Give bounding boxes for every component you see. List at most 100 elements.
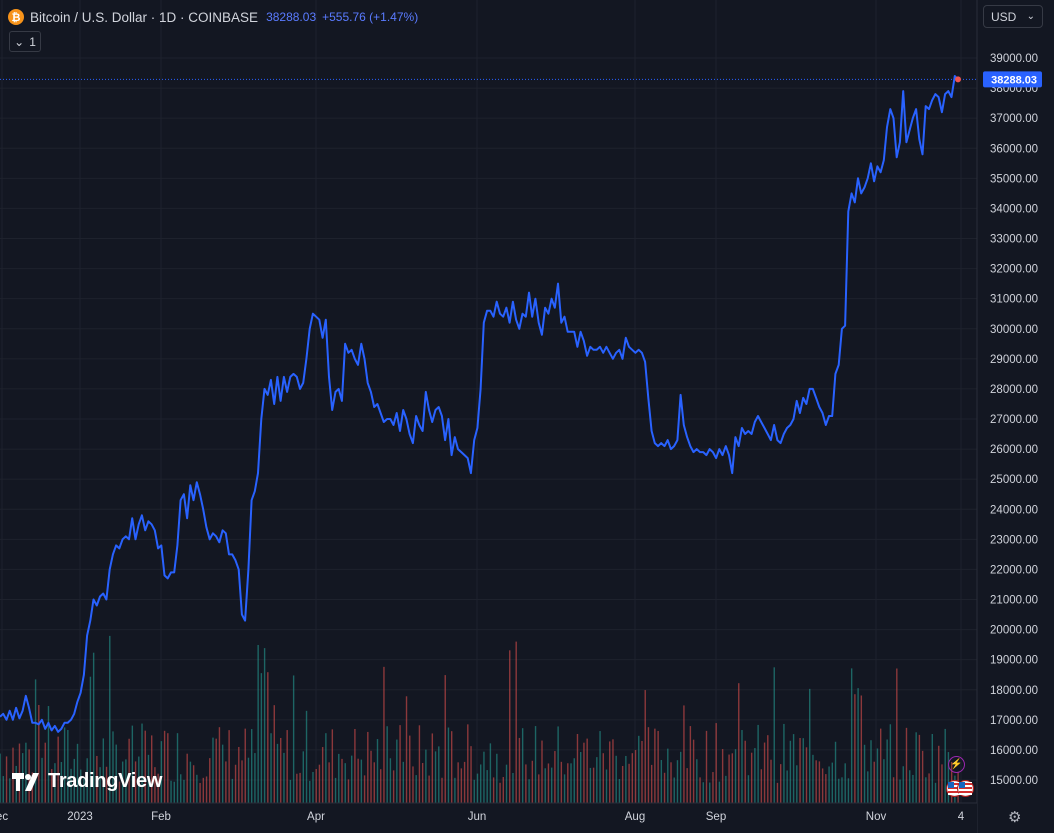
volume-bar xyxy=(305,710,308,803)
volume-bar xyxy=(292,675,295,803)
volume-bar xyxy=(151,735,153,803)
price-tick-label: 24000.00 xyxy=(990,504,1038,516)
volume-bar xyxy=(876,748,879,803)
volume-bar xyxy=(80,769,82,803)
volume-bar xyxy=(115,744,117,803)
volume-bar xyxy=(534,726,537,803)
time-axis[interactable]: ec 2023 Feb Apr Jun Aug Sep Nov 4 xyxy=(0,802,977,833)
volume-bar xyxy=(112,731,114,803)
volume-bar xyxy=(460,768,463,803)
time-tick-label: 4 xyxy=(958,811,965,823)
price-tick-label: 29000.00 xyxy=(990,354,1038,366)
volume-bar xyxy=(728,754,730,803)
volume-bar xyxy=(628,763,630,803)
symbol-title[interactable]: Bitcoin / U.S. Dollar · 1D · COINBASE xyxy=(30,9,259,25)
volume-bar xyxy=(154,767,156,803)
volume-bar xyxy=(338,753,340,803)
collapse-legend-button[interactable]: ⌄ 1 xyxy=(9,31,41,52)
volume-bar xyxy=(360,759,363,803)
volume-bar xyxy=(773,667,775,803)
lightning-icon[interactable]: ⚡ xyxy=(948,756,965,773)
price-tick-label: 39000.00 xyxy=(990,53,1038,65)
volume-bar xyxy=(86,758,88,803)
gear-icon[interactable]: ⚙ xyxy=(1008,809,1022,826)
volume-bar xyxy=(63,727,66,803)
price-tick-label: 16000.00 xyxy=(990,745,1038,757)
volume-bar xyxy=(841,777,843,803)
grid xyxy=(0,0,977,803)
volume-bar xyxy=(744,740,746,803)
volume-bar xyxy=(915,732,917,803)
volume-bar xyxy=(573,758,575,803)
volume-bar xyxy=(641,740,643,803)
volume-bar xyxy=(434,751,437,803)
volume-bar xyxy=(225,761,227,803)
price-tick-label: 33000.00 xyxy=(990,234,1038,246)
volume-bar xyxy=(947,752,950,803)
volume-bar xyxy=(638,735,640,803)
volume-bar xyxy=(757,724,759,803)
volume-bar xyxy=(421,762,424,803)
volume-bar xyxy=(557,726,559,803)
price-tick-label: 35000.00 xyxy=(990,173,1038,185)
volume-bar xyxy=(367,731,369,803)
volume-bar xyxy=(438,746,440,803)
volume-bar xyxy=(899,779,901,803)
volume-bar xyxy=(586,738,588,803)
volume-bar xyxy=(431,733,434,803)
volume-bar xyxy=(705,730,708,803)
volume-bar xyxy=(334,777,337,803)
price-change: +555.76 (+1.47%) xyxy=(322,10,419,24)
volume-bar xyxy=(696,759,698,803)
currency-value: USD xyxy=(991,9,1017,24)
volume-bar xyxy=(480,764,482,803)
time-tick-label: 2023 xyxy=(67,811,93,823)
volume-bar xyxy=(815,760,817,803)
volume-bar xyxy=(51,769,53,803)
us-flag-icon[interactable] xyxy=(957,780,974,797)
volume-bar xyxy=(860,695,863,803)
volume-bar xyxy=(409,735,411,803)
volume-bar xyxy=(415,775,417,803)
volume-bar xyxy=(905,727,908,803)
volume-bar xyxy=(73,758,75,803)
volume-bar xyxy=(92,652,95,803)
volume-bar xyxy=(896,668,898,803)
symbol-header[interactable]: ₿ Bitcoin / U.S. Dollar · 1D · COINBASE … xyxy=(8,7,418,27)
volume-bar xyxy=(257,644,259,803)
volume-bar xyxy=(599,731,601,803)
volume-bar xyxy=(825,774,827,803)
tradingview-icon xyxy=(12,772,39,791)
volume-bar xyxy=(580,752,582,803)
price-axis[interactable]: 15000.00 16000.00 17000.00 18000.00 19000.00… xyxy=(976,0,1054,833)
time-tick-label: Apr xyxy=(307,811,325,823)
volume-bar xyxy=(312,771,314,803)
volume-bar xyxy=(202,777,205,803)
volume-bar xyxy=(760,769,763,803)
volume-bar xyxy=(809,688,811,803)
volume-bar xyxy=(289,779,292,803)
volume-bar xyxy=(657,730,659,803)
volume-bar xyxy=(912,774,914,803)
volume-bar xyxy=(241,760,243,803)
volume-bar xyxy=(570,763,572,803)
volume-bar xyxy=(509,650,511,803)
volume-bar xyxy=(689,726,692,803)
volume-bar xyxy=(212,737,214,803)
price-tick-label: 30000.00 xyxy=(990,324,1038,336)
volume-bar xyxy=(644,690,646,803)
volume-bar xyxy=(750,752,753,803)
volume-bar xyxy=(463,761,466,803)
volume-bar xyxy=(263,648,266,803)
volume-bar xyxy=(715,723,717,803)
price-tick-label: 32000.00 xyxy=(990,264,1038,276)
volume-bar xyxy=(270,733,272,803)
volume-bar xyxy=(528,779,530,803)
tradingview-logo[interactable]: TradingView xyxy=(12,770,162,793)
volume-bar xyxy=(244,728,246,803)
volume-bar xyxy=(538,774,540,803)
currency-selector[interactable]: USD ⌄ xyxy=(983,5,1043,28)
volume-bar xyxy=(386,726,388,803)
volume-bar xyxy=(476,773,479,803)
